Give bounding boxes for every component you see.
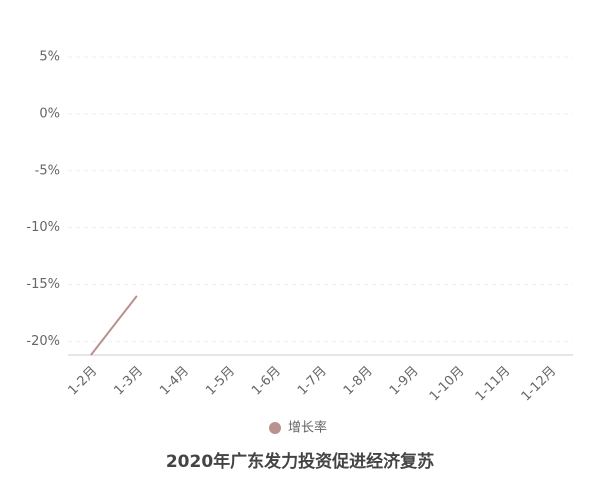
y-tick-label: -15% [26,277,60,292]
x-tick-label: 1-4月 [157,364,192,399]
x-tick-label: 1-12月 [519,364,560,405]
x-tick-label: 1-11月 [473,364,514,405]
line [90,295,138,356]
y-tick-label: -20% [26,334,60,349]
y-tick-label: 5% [39,50,60,65]
x-tick-label: 1-9月 [387,364,422,399]
x-tick-label: 1-7月 [295,364,330,399]
x-tick-label: 1-8月 [341,364,376,399]
x-tick-label: 1-2月 [65,364,100,399]
y-tick-label: -10% [26,220,60,235]
legend-marker [269,422,281,434]
y-tick-label: -5% [35,163,60,178]
x-tick-label: 1-5月 [203,364,238,399]
x-tick-label: 1-3月 [111,364,146,399]
legend-label: 增长率 [288,420,327,436]
y-tick-label: 0% [39,106,60,121]
x-tick-label: 1-10月 [427,364,468,405]
x-tick-label: 1-6月 [249,364,284,399]
chart-title: 2020年广东发力投资促进经济复苏 [166,451,434,472]
